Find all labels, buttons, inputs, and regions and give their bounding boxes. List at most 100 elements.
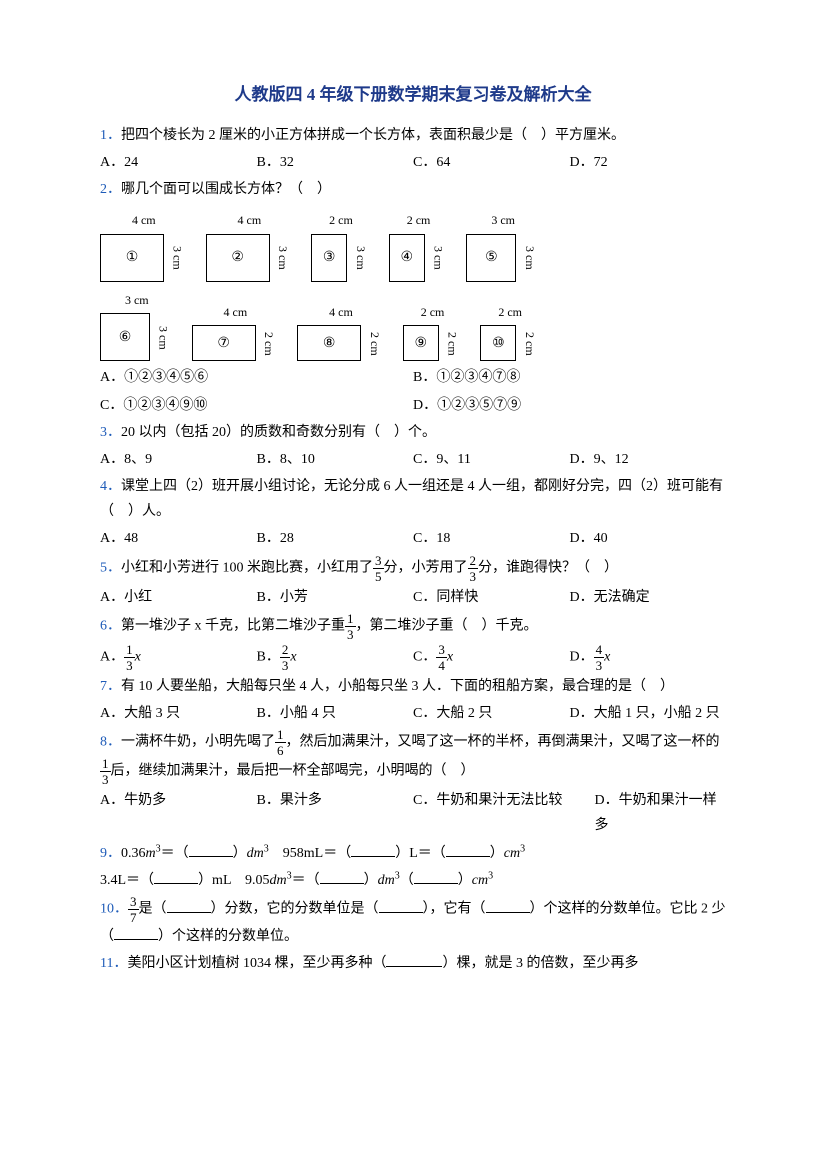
q9-p3f: ） (458, 873, 472, 888)
dim-top-7: 4 cm (224, 302, 248, 324)
blank (114, 925, 158, 940)
dim-top-1: 4 cm (132, 210, 156, 232)
q2-opts-cd: C．①②③④⑨⑩ D．①②③⑤⑦⑨ (100, 393, 726, 418)
q9-p3c: ＝（ (292, 873, 320, 888)
dim-top-9: 2 cm (421, 302, 445, 324)
q2-opt-a: A．①②③④⑤⑥ (100, 365, 413, 390)
q7-opt-b: B．小船 4 只 (257, 701, 414, 726)
blank (167, 898, 211, 913)
q8-stem-l1: 8．一满杯牛奶，小明先喝了16，然后加满果汁，又喝了这一杯的半杯，再倒满果汁，又… (100, 728, 726, 786)
q4-stem: 4．课堂上四（2）班开展小组讨论，无论分成 6 人一组还是 4 人一组，都刚好分… (100, 474, 726, 524)
q4-text: 课堂上四（2）班开展小组讨论，无论分成 6 人一组还是 4 人一组，都刚好分完，… (100, 479, 723, 519)
q6-opts: A．13x B．23x C．34x D．43x (100, 643, 726, 672)
q4-opt-d: D．40 (570, 526, 727, 551)
q7-opt-d: D．大船 1 只，小船 2 只 (570, 701, 720, 726)
q9-p2a: 958mL＝（ (283, 846, 351, 861)
box-4: ④ (389, 234, 425, 282)
q3-num: 3． (100, 425, 121, 440)
q9-p2c: ） (490, 846, 504, 861)
q9-line1: 9．0.36m3＝（）dm3 958mL＝（）L＝（）cm3 (100, 841, 726, 866)
blank (379, 898, 423, 913)
q3-opt-c: C．9、11 (413, 447, 570, 472)
q8-num: 8． (100, 735, 121, 750)
q5-opt-c: C．同样快 (413, 585, 570, 610)
q10-t2: ）分数，它的分数单位是（ (211, 902, 379, 917)
q9-p3a: 3.4L＝（ (100, 873, 154, 888)
dim-side-8: 2 cm (363, 332, 385, 356)
q6-stem: 6．第一堆沙子 x 千克，比第二堆沙子重13，第二堆沙子重（ ）千克。 (100, 612, 726, 641)
circ-2: ② (231, 245, 244, 270)
circ-8: ⑧ (323, 331, 336, 356)
q6-t1: 第一堆沙子 x 千克，比第二堆沙子重 (121, 619, 345, 634)
q4-opt-c: C．18 (413, 526, 570, 551)
dim-side-6: 3 cm (152, 326, 174, 350)
box-7: ⑦ (192, 325, 256, 361)
q5-t2: 分，小芳用了 (384, 560, 468, 575)
q7-opt-c: C．大船 2 只 (413, 701, 570, 726)
dim-side-2: 3 cm (272, 246, 294, 270)
circ-10: ⑩ (492, 331, 505, 356)
page-title: 人教版四 4 年级下册数学期末复习卷及解析大全 (100, 80, 726, 111)
q9-p3b: ）mL 9.05 (198, 873, 269, 888)
frac-1-3b: 13 (100, 757, 111, 786)
circ-9: ⑨ (415, 331, 428, 356)
q5-stem: 5．小红和小芳进行 100 米跑比赛，小红用了35分，小芳用了23分，谁跑得快？… (100, 554, 726, 583)
dim-top-3: 2 cm (329, 210, 353, 232)
q10-t5: ）个这样的分数单位。 (158, 929, 298, 944)
q9-num: 9． (100, 846, 121, 861)
q5-opt-d: D．无法确定 (570, 585, 727, 610)
q2-opt-b: B．①②③④⑦⑧ (413, 365, 726, 390)
dim-top-2: 4 cm (238, 210, 262, 232)
q4-num: 4． (100, 479, 121, 494)
q2-opt-d: D．①②③⑤⑦⑨ (413, 393, 726, 418)
blank (486, 898, 530, 913)
frac-1-3: 13 (345, 612, 356, 641)
q7-opt-a: A．大船 3 只 (100, 701, 257, 726)
box-8: ⑧ (297, 325, 361, 361)
q1-stem: 1．把四个棱长为 2 厘米的小正方体拼成一个长方体，表面积最少是（ ）平方厘米。 (100, 123, 726, 148)
q7-stem: 7．有 10 人要坐船，大船每只坐 4 人，小船每只坐 3 人．下面的租船方案，… (100, 674, 726, 699)
dim-side-5: 3 cm (518, 246, 540, 270)
dim-top-10: 2 cm (498, 302, 522, 324)
q3-opt-a: A．8、9 (100, 447, 257, 472)
q3-stem: 3．20 以内（包括 20）的质数和奇数分别有（ ）个。 (100, 420, 726, 445)
q7-text: 有 10 人要坐船，大船每只坐 4 人，小船每只坐 3 人．下面的租船方案，最合… (121, 679, 674, 694)
q3-text: 20 以内（包括 20）的质数和奇数分别有（ ）个。 (121, 425, 436, 440)
q1-opts: A．24 B．32 C．64 D．72 (100, 150, 726, 175)
q3-opts: A．8、9 B．8、10 C．9、11 D．9、12 (100, 447, 726, 472)
q1-text: 把四个棱长为 2 厘米的小正方体拼成一个长方体，表面积最少是（ ）平方厘米。 (121, 128, 625, 143)
blank (351, 842, 395, 857)
q8-t2: ，然后加满果汁，又喝了这一杯的半杯，再倒满果汁，又喝了这一杯的 (286, 735, 720, 750)
q2-stem: 2．哪几个面可以围成长方体？（ ） (100, 177, 726, 202)
q11-t1: 美阳小区计划植树 1034 棵，至少再多种（ (127, 956, 386, 971)
box-2: ② (206, 234, 270, 282)
frac-3-5: 35 (373, 554, 384, 583)
q10-stem: 10．37是（）分数，它的分数单位是（），它有（）个这样的分数单位。它比 2 少… (100, 895, 726, 949)
q5-t1: 小红和小芳进行 100 米跑比赛，小红用了 (121, 560, 373, 575)
box-3: ③ (311, 234, 347, 282)
q5-num: 5． (100, 560, 121, 575)
q8-opt-c: C．牛奶和果汁无法比较 (413, 788, 595, 838)
blank (446, 842, 490, 857)
q8-opts: A．牛奶多 B．果汁多 C．牛奶和果汁无法比较 D．牛奶和果汁一样多 (100, 788, 726, 838)
circ-6: ⑥ (119, 325, 132, 350)
q2-opt-c: C．①②③④⑨⑩ (100, 393, 413, 418)
q1-opt-d: D．72 (570, 150, 727, 175)
q4-opts: A．48 B．28 C．18 D．40 (100, 526, 726, 551)
q8-t3: 后，继续加满果汁，最后把一杯全部喝完，小明喝的（ ） (111, 764, 475, 779)
frac-1-6: 16 (275, 728, 286, 757)
circ-7: ⑦ (217, 331, 230, 356)
q6-opt-c: C．34x (413, 643, 570, 672)
q1-num: 1． (100, 128, 121, 143)
q3-opt-d: D．9、12 (570, 447, 727, 472)
box-5: ⑤ (466, 234, 516, 282)
q11-stem: 11．美阳小区计划植树 1034 棵，至少再多种（）棵，就是 3 的倍数，至少再… (100, 951, 726, 976)
q3-opt-b: B．8、10 (257, 447, 414, 472)
q2-diagram-row1: 4 cm①3 cm 4 cm②3 cm 2 cm③3 cm 2 cm④3 cm … (100, 210, 726, 282)
q8-t1: 一满杯牛奶，小明先喝了 (121, 735, 275, 750)
dim-side-1: 3 cm (166, 246, 188, 270)
q2-opts-ab: A．①②③④⑤⑥ B．①②③④⑦⑧ (100, 365, 726, 390)
q4-opt-a: A．48 (100, 526, 257, 551)
q11-t2: ）棵，就是 3 的倍数，至少再多 (442, 956, 638, 971)
q8-opt-d: D．牛奶和果汁一样多 (595, 788, 726, 838)
